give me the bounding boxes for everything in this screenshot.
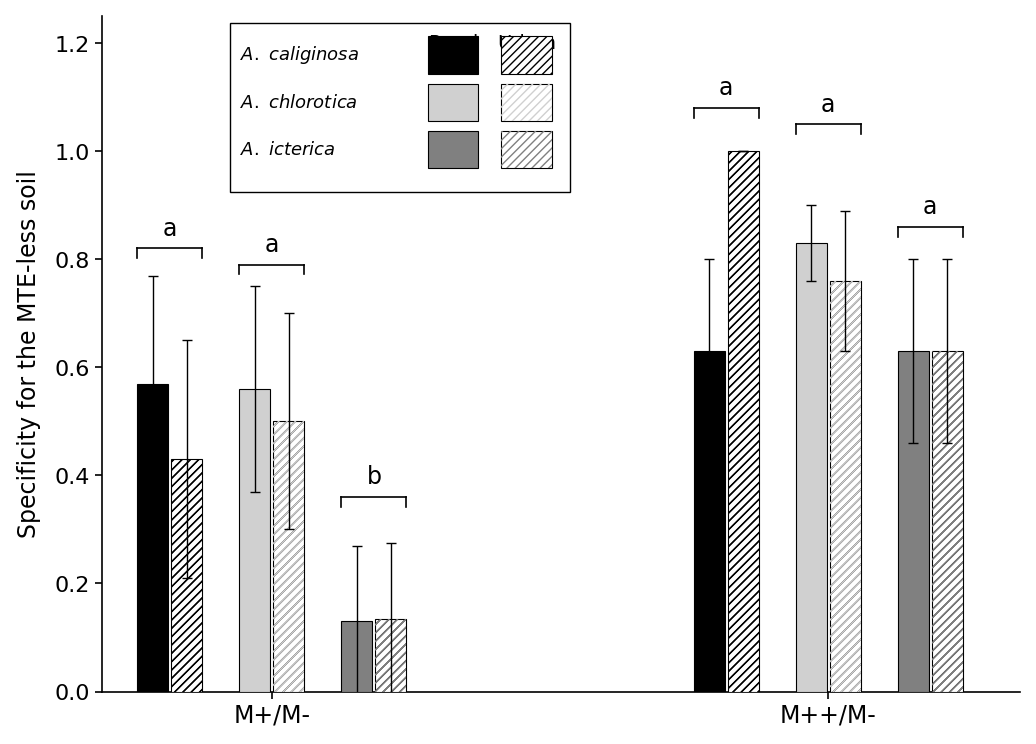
Text: $\mathit{A.}$ $\mathit{caliginosa}$: $\mathit{A.}$ $\mathit{caliginosa}$: [239, 45, 358, 66]
Text: $\mathit{A.}$ $\mathit{icterica}$: $\mathit{A.}$ $\mathit{icterica}$: [239, 141, 335, 159]
Text: a: a: [163, 217, 177, 241]
Text: b: b: [366, 465, 381, 489]
Y-axis label: Specificity for the MTE-less soil: Specificity for the MTE-less soil: [17, 170, 40, 538]
Text: Rural: Rural: [428, 33, 478, 53]
Bar: [341, 621, 372, 692]
Bar: [274, 422, 305, 692]
Text: a: a: [923, 195, 937, 219]
Bar: [171, 459, 202, 692]
Bar: [428, 132, 478, 168]
Bar: [375, 619, 406, 692]
Bar: [274, 422, 305, 692]
Text: $\mathit{A.}$ $\mathit{chlorotica}$: $\mathit{A.}$ $\mathit{chlorotica}$: [239, 94, 357, 112]
Bar: [931, 351, 962, 692]
Bar: [897, 351, 928, 692]
Bar: [171, 459, 202, 692]
Bar: [727, 152, 758, 692]
Bar: [428, 37, 478, 74]
Bar: [693, 351, 724, 692]
Bar: [138, 384, 168, 692]
Text: Urban: Urban: [496, 33, 555, 53]
Bar: [501, 37, 551, 74]
Bar: [501, 132, 551, 168]
Bar: [375, 619, 406, 692]
Bar: [727, 152, 758, 692]
Bar: [501, 84, 551, 121]
Bar: [796, 243, 827, 692]
Text: a: a: [821, 92, 835, 117]
Bar: [501, 132, 551, 168]
Bar: [830, 281, 860, 692]
Bar: [501, 84, 551, 121]
Bar: [931, 351, 962, 692]
Bar: [428, 84, 478, 121]
Bar: [830, 281, 860, 692]
Text: a: a: [719, 77, 733, 100]
Bar: [239, 389, 270, 692]
Text: a: a: [264, 233, 279, 257]
Bar: [501, 37, 551, 74]
